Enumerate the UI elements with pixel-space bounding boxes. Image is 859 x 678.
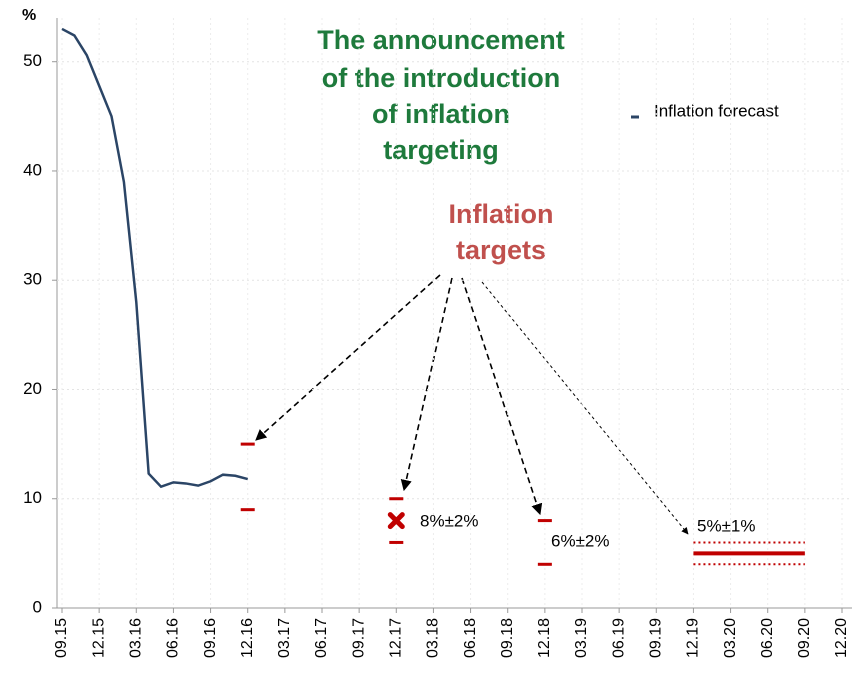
annotation-line: targets <box>456 235 546 265</box>
y-tick-label: 30 <box>23 270 42 289</box>
x-tick-label: 12.20 <box>833 618 850 658</box>
y-axis-label: % <box>22 7 36 24</box>
arrows <box>255 274 689 535</box>
x-tick-label: 12.18 <box>536 618 553 658</box>
legend: Inflation forecast <box>631 101 779 120</box>
x-tick-label: 12.15 <box>90 618 107 658</box>
arrow <box>400 277 453 492</box>
x-tick-label: 09.20 <box>796 618 813 658</box>
annotation-line: The announcement <box>317 25 565 55</box>
annotation-line: Inflation <box>449 199 554 229</box>
target-label: 6%±2% <box>551 531 609 550</box>
x-tick-label: 03.20 <box>722 618 739 658</box>
target-marker <box>387 512 405 530</box>
annotation-line: of the introduction <box>322 63 560 93</box>
x-tick-label: 06.20 <box>759 618 776 658</box>
annotation-line: targeting <box>383 135 499 165</box>
target-label: 8%±2% <box>420 511 478 530</box>
legend-label: Inflation forecast <box>654 101 779 120</box>
x-tick-label: 06.17 <box>313 618 330 658</box>
x-tick-label: 03.19 <box>573 618 590 658</box>
x-tick-label: 09.18 <box>499 618 516 658</box>
y-tick-label: 0 <box>33 597 42 616</box>
x-tick-label: 09.17 <box>350 618 367 658</box>
annotation-line: of inflation <box>372 99 510 129</box>
y-tick-label: 50 <box>23 51 42 70</box>
x-tick-label: 03.18 <box>425 618 442 658</box>
x-tick-label: 06.18 <box>462 618 479 658</box>
x-tick-label: 06.19 <box>610 618 627 658</box>
x-tick-label: 03.17 <box>276 618 293 658</box>
arrow <box>461 277 543 516</box>
x-tick-label: 12.19 <box>685 618 702 658</box>
y-tick-label: 10 <box>23 488 42 507</box>
x-tick-label: 06.16 <box>165 618 182 658</box>
arrow <box>255 274 441 441</box>
x-tick-label: 03.16 <box>128 618 145 658</box>
x-tick-label: 12.17 <box>388 618 405 658</box>
target-label: 5%±1% <box>697 516 755 535</box>
y-tick-label: 20 <box>23 379 42 398</box>
y-tick-label: 40 <box>23 160 42 179</box>
arrow <box>481 281 689 535</box>
x-tick-label: 09.15 <box>53 618 70 658</box>
announcement: The announcement of the introduction of … <box>317 25 565 165</box>
series-line <box>61 27 249 489</box>
x-tick-label: 12.16 <box>239 618 256 658</box>
x-tick-label: 09.19 <box>648 618 665 658</box>
x-tick-label: 09.16 <box>202 618 219 658</box>
